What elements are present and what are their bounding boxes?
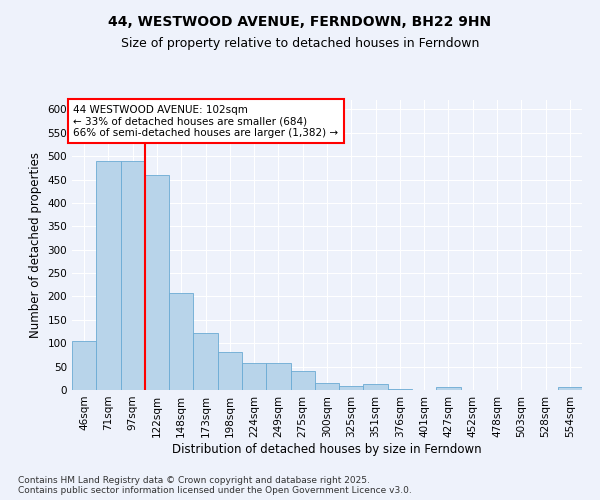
Text: Contains HM Land Registry data © Crown copyright and database right 2025.
Contai: Contains HM Land Registry data © Crown c… [18,476,412,495]
Text: 44, WESTWOOD AVENUE, FERNDOWN, BH22 9HN: 44, WESTWOOD AVENUE, FERNDOWN, BH22 9HN [109,15,491,29]
Bar [145,175,169,390]
Bar [242,364,266,390]
Bar [266,364,290,390]
Bar [169,293,193,390]
Bar [121,161,145,390]
Text: 44 WESTWOOD AVENUE: 102sqm
← 33% of detached houses are smaller (684)
66% of sem: 44 WESTWOOD AVENUE: 102sqm ← 33% of deta… [73,104,338,138]
Bar [218,352,242,390]
X-axis label: Distribution of detached houses by size in Ferndown: Distribution of detached houses by size … [172,442,482,456]
Bar [96,161,121,390]
Bar [364,384,388,390]
Bar [72,341,96,390]
Bar [558,387,582,390]
Bar [193,333,218,390]
Y-axis label: Number of detached properties: Number of detached properties [29,152,42,338]
Bar [315,383,339,390]
Bar [339,386,364,390]
Text: Size of property relative to detached houses in Ferndown: Size of property relative to detached ho… [121,38,479,51]
Bar [290,372,315,390]
Bar [388,388,412,390]
Bar [436,387,461,390]
